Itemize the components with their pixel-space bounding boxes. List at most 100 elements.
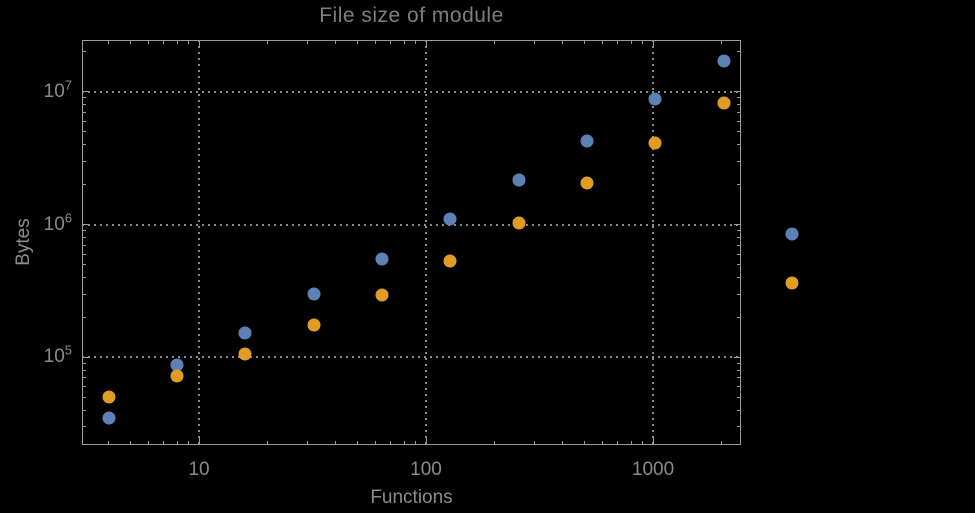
- chart-title: File size of module: [319, 4, 504, 27]
- y-tick-mark: [737, 264, 741, 266]
- x-tick-mark: [198, 438, 200, 445]
- y-tick-mark: [82, 316, 86, 318]
- y-tick-mark: [737, 386, 741, 388]
- y-tick-mark: [82, 277, 86, 278]
- x-tick-mark: [306, 441, 308, 445]
- y-tick-mark: [82, 120, 86, 122]
- y-tick-mark: [82, 253, 86, 255]
- x-tick-mark: [390, 441, 392, 445]
- y-tick-mark: [737, 184, 741, 186]
- data-point-series-2-orange: [170, 369, 184, 383]
- y-tick-mark: [82, 144, 86, 146]
- gridline-horizontal: [82, 90, 741, 93]
- x-tick-mark: [148, 40, 150, 44]
- y-tick-mark: [737, 104, 741, 106]
- data-point-series-1-blue: [785, 227, 799, 241]
- x-tick-mark: [720, 441, 722, 445]
- x-tick-mark: [130, 441, 132, 445]
- x-tick-mark: [198, 40, 200, 47]
- y-tick-mark: [737, 230, 741, 232]
- gridline-vertical: [652, 40, 655, 445]
- y-tick-mark: [82, 237, 86, 239]
- x-tick-mark: [415, 441, 417, 445]
- gridline-vertical: [198, 40, 201, 445]
- data-point-series-2-orange: [375, 288, 389, 302]
- x-tick-mark: [148, 441, 150, 445]
- x-tick-mark: [108, 40, 110, 44]
- y-tick-mark: [737, 120, 741, 122]
- data-point-series-1-blue: [307, 287, 321, 301]
- y-tick-mark: [82, 97, 86, 99]
- x-tick-mark: [188, 441, 190, 445]
- x-tick-mark: [403, 441, 405, 445]
- data-point-series-1-blue: [512, 173, 526, 187]
- x-tick-mark: [375, 40, 377, 44]
- y-tick-mark: [737, 253, 741, 255]
- x-tick-mark: [266, 441, 268, 445]
- y-tick-mark: [82, 396, 86, 398]
- y-tick-mark: [82, 224, 89, 226]
- x-tick-mark: [584, 40, 586, 44]
- y-tick-mark: [737, 51, 741, 53]
- y-tick-mark: [82, 369, 86, 371]
- x-tick-mark: [493, 441, 495, 445]
- x-tick-mark: [375, 441, 377, 445]
- y-tick-mark: [734, 224, 741, 226]
- data-point-series-1-blue: [717, 54, 731, 68]
- y-tick-label: 106: [43, 210, 72, 235]
- x-tick-mark: [335, 441, 337, 445]
- x-tick-mark: [630, 40, 632, 44]
- y-tick-mark: [82, 104, 86, 106]
- x-tick-mark: [425, 40, 427, 47]
- y-tick-mark: [737, 316, 741, 318]
- y-tick-mark: [82, 230, 86, 232]
- gridline-horizontal: [82, 356, 741, 359]
- x-tick-mark: [425, 438, 427, 445]
- y-tick-mark: [82, 91, 89, 93]
- y-tick-mark: [737, 244, 741, 246]
- y-tick-mark: [737, 131, 741, 133]
- x-tick-label: 100: [410, 459, 442, 480]
- x-axis-label: Functions: [370, 487, 453, 508]
- y-tick-mark: [737, 160, 741, 162]
- x-tick-mark: [357, 441, 359, 445]
- y-tick-mark: [737, 144, 741, 146]
- x-tick-mark: [176, 441, 178, 445]
- data-point-series-2-orange: [580, 176, 594, 190]
- y-tick-mark: [82, 184, 86, 186]
- y-tick-mark: [737, 377, 741, 379]
- data-point-series-2-orange: [307, 318, 321, 332]
- y-tick-mark: [82, 111, 86, 113]
- y-tick-mark: [82, 293, 86, 295]
- x-tick-mark: [306, 40, 308, 44]
- y-tick-mark: [82, 386, 86, 388]
- y-tick-mark: [737, 293, 741, 295]
- x-tick-mark: [617, 40, 619, 44]
- y-tick-mark: [82, 356, 89, 358]
- data-point-series-2-orange: [102, 390, 116, 404]
- x-tick-mark: [652, 438, 654, 445]
- data-point-series-1-blue: [238, 326, 252, 340]
- data-point-series-1-blue: [580, 134, 594, 148]
- y-tick-mark: [737, 277, 741, 278]
- x-tick-mark: [602, 441, 604, 445]
- x-tick-mark: [642, 40, 644, 44]
- data-point-series-1-blue: [170, 358, 184, 372]
- y-tick-label: 107: [43, 77, 72, 102]
- x-tick-mark: [108, 441, 110, 445]
- x-tick-mark: [176, 40, 178, 44]
- gridline-horizontal: [82, 223, 741, 226]
- y-tick-mark: [737, 409, 741, 411]
- x-tick-mark: [163, 441, 165, 445]
- y-tick-mark: [734, 91, 741, 93]
- x-tick-mark: [493, 40, 495, 44]
- y-tick-mark: [734, 356, 741, 358]
- y-tick-mark: [737, 396, 741, 398]
- x-tick-mark: [403, 40, 405, 44]
- data-point-series-1-blue: [443, 212, 457, 226]
- y-tick-mark: [82, 160, 86, 162]
- data-point-series-2-orange: [717, 96, 731, 110]
- plot-frame: [82, 40, 741, 445]
- data-point-series-2-orange: [443, 254, 457, 268]
- x-tick-mark: [562, 441, 564, 445]
